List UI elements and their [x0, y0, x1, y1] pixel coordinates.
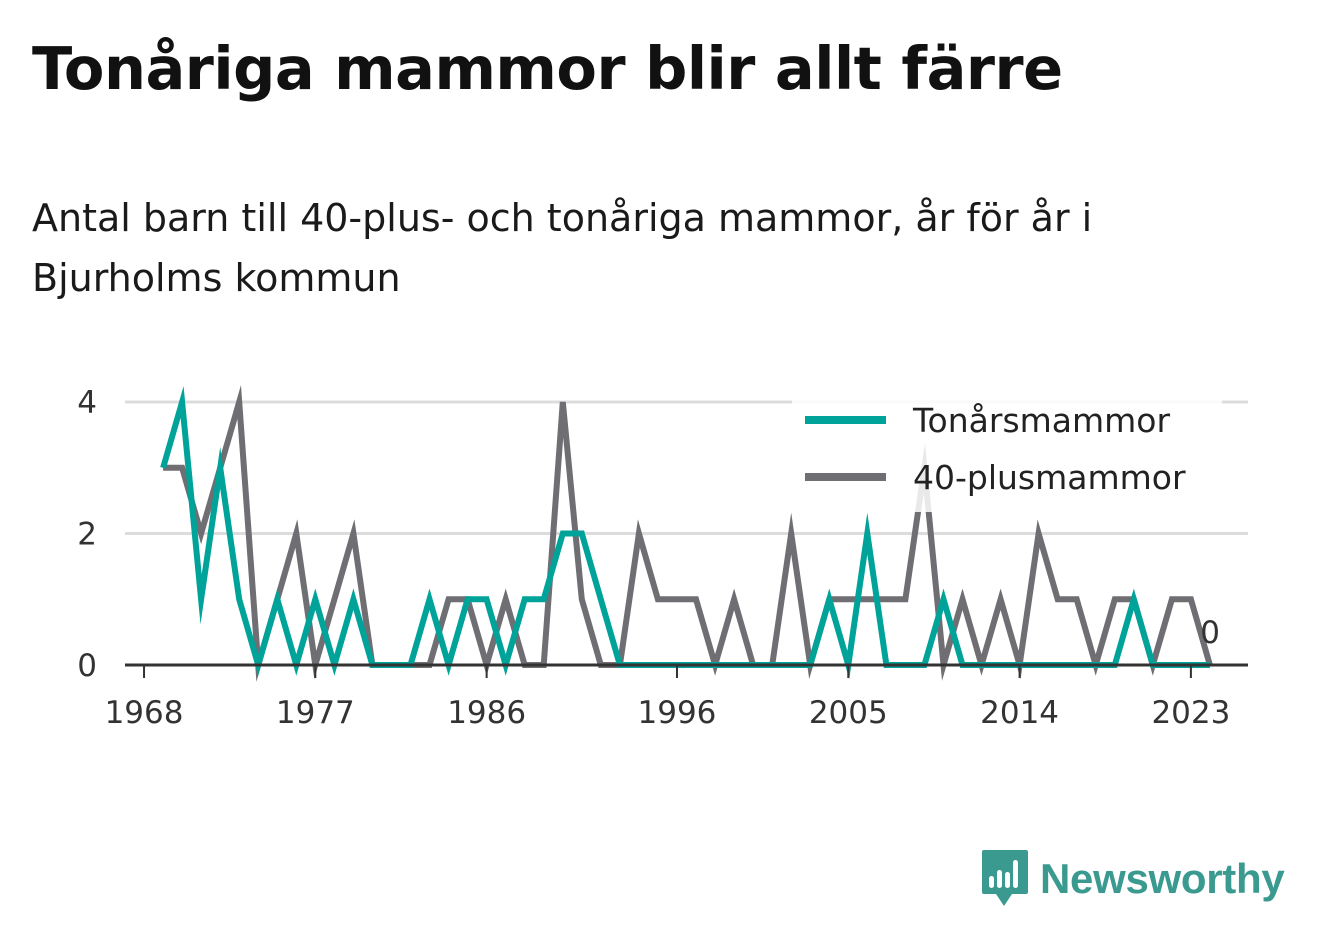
- x-tick-label: 1996: [638, 695, 717, 731]
- newsworthy-bars-icon: [982, 850, 1028, 906]
- x-tick-label: 2023: [1151, 695, 1230, 731]
- brand-name: Newsworthy: [1040, 855, 1285, 902]
- x-tick-label: 2005: [809, 695, 888, 731]
- series-line: [163, 385, 1213, 682]
- legend-label: Tonårsmammor: [912, 401, 1170, 440]
- newsworthy-logo: Newsworthy: [980, 848, 1285, 910]
- y-tick-label: 2: [77, 517, 97, 553]
- axes: 0 2 4 1968 1977 1986 1996 2005 2014 2023 0: [77, 385, 1248, 731]
- chart-title: Tonåriga mammor blir allt färre: [32, 34, 1063, 103]
- y-tick-label: 4: [77, 385, 97, 421]
- legend-background: [792, 392, 1222, 512]
- y-tick-label: 0: [77, 648, 97, 684]
- end-value-label: 0: [1200, 615, 1220, 651]
- legend: Tonårsmammor 40-plusmammor: [792, 392, 1222, 512]
- legend-label: 40-plusmammor: [913, 458, 1186, 497]
- x-tick-label: 1968: [105, 695, 184, 731]
- x-tick-label: 1986: [447, 695, 526, 731]
- x-tick-label: 1977: [276, 695, 355, 731]
- x-tick-label: 2014: [980, 695, 1059, 731]
- chart-subtitle: Antal barn till 40-plus- och tonåriga ma…: [32, 196, 1093, 300]
